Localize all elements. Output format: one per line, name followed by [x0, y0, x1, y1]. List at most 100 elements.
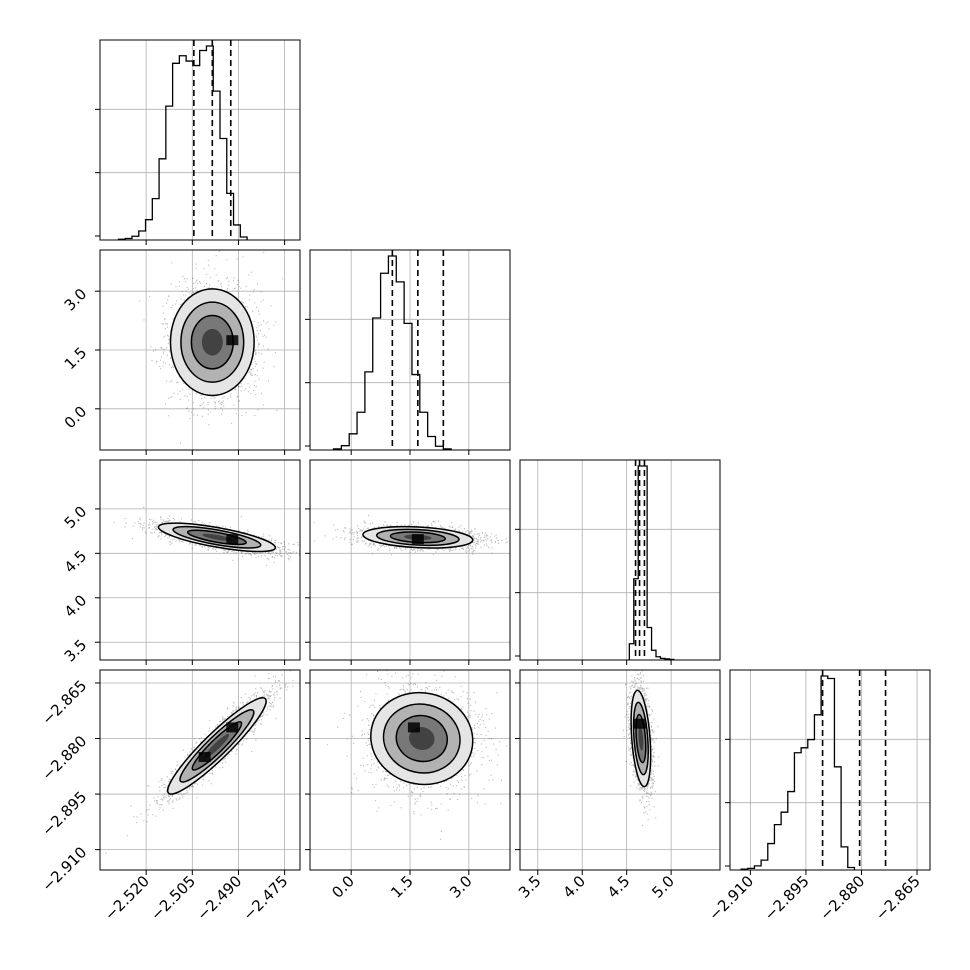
density-p0-p2: [113, 506, 300, 566]
density-level: [409, 727, 435, 750]
histogram-p2: [628, 460, 675, 660]
density-level: [631, 690, 651, 787]
panel-grid-2-1: [310, 460, 510, 660]
panel-frames: [99, 39, 931, 871]
x-tick-label: 4.5: [604, 872, 634, 902]
panel-grid-0-0: [145, 40, 286, 240]
x-tick-label: −2.865: [872, 872, 924, 924]
x-tick-label: −2.475: [239, 872, 291, 924]
density-level: [180, 302, 244, 383]
histogram-bar: [349, 434, 357, 450]
histogram-bar: [794, 753, 801, 870]
density-contour: [157, 522, 277, 553]
y-tick-label: 4.0: [61, 591, 91, 621]
density-fill-bg: [170, 288, 255, 396]
x-tick-label: 3.5: [515, 872, 545, 902]
density-level: [202, 533, 232, 541]
histogram-bar: [200, 51, 207, 240]
density-contour: [370, 691, 474, 786]
density-contour: [389, 531, 447, 544]
y-tick-label: 4.5: [61, 547, 91, 577]
density-level: [170, 288, 255, 396]
density-level: [383, 704, 461, 773]
density-fill-bg: [158, 523, 276, 552]
histogram-bar: [357, 412, 365, 450]
x-tick-label: −2.895: [761, 872, 813, 924]
x-tick-label: −2.520: [101, 872, 153, 924]
density-contour: [395, 714, 449, 763]
histogram-outline: [740, 675, 856, 870]
histogram-bar: [420, 412, 428, 450]
panel-grid-2-0: [100, 460, 300, 660]
histogram-bar: [629, 644, 633, 660]
panel-frame-3-2: [519, 669, 721, 871]
density-level: [191, 315, 234, 369]
density-contour: [186, 529, 247, 546]
density-level: [173, 526, 261, 548]
histogram-bar: [652, 650, 656, 660]
histogram-p3: [740, 670, 887, 870]
grid-layer: [100, 40, 930, 870]
histogram-bar: [808, 740, 815, 870]
y-tick-label: −2.880: [38, 732, 90, 784]
y-tick-label: −2.910: [38, 843, 90, 895]
histogram-bar: [220, 138, 227, 240]
histogram-bar: [768, 844, 775, 870]
histogram-bar: [381, 273, 389, 450]
histogram-bar: [179, 56, 186, 240]
histogram-bar: [801, 748, 808, 870]
density-mode: [226, 335, 239, 346]
density-contour: [190, 314, 234, 370]
y-tick-label: 3.0: [61, 285, 91, 315]
y-tick-label: −2.895: [38, 788, 90, 840]
density-level: [370, 692, 473, 785]
panel-grid-3-3: [749, 670, 918, 870]
density-p1-p2: [313, 515, 508, 556]
x-tick-label: 0.0: [328, 872, 358, 902]
panel-grid-1-1: [350, 250, 470, 450]
histogram-bar: [834, 767, 841, 870]
density-level: [158, 523, 276, 552]
panel-grid-3-0: [100, 670, 300, 870]
x-tick-label: 3.0: [446, 872, 476, 902]
histogram-bar: [788, 792, 795, 870]
histogram-p1: [332, 250, 452, 450]
density-contour: [382, 703, 461, 774]
density-contour: [635, 713, 647, 764]
histogram-bar: [396, 282, 404, 450]
data-layer: [105, 40, 887, 870]
density-mode: [198, 752, 211, 763]
histogram-outline: [628, 465, 675, 660]
histogram-bar: [647, 627, 651, 660]
y-tick-label: −2.865: [38, 677, 90, 729]
density-p0-p1: [139, 250, 284, 444]
density-p0-p3: [105, 670, 295, 854]
histogram-bar: [761, 860, 768, 870]
histogram-bar: [828, 678, 835, 870]
density-mode: [411, 534, 424, 545]
histogram-bar: [139, 231, 146, 240]
density-contour: [191, 721, 243, 771]
density-mode: [226, 534, 239, 545]
histogram-bar: [159, 159, 166, 240]
histogram-bar: [365, 372, 373, 450]
density-mode: [407, 722, 420, 733]
x-tick-label: −2.910: [705, 872, 757, 924]
density-mode: [226, 722, 239, 733]
panel-frame-2-2: [519, 459, 721, 661]
density-contour: [166, 697, 267, 795]
panel-grid-2-2: [537, 460, 672, 660]
panel-frame-2-0: [99, 459, 301, 661]
histogram-bar: [373, 318, 381, 450]
panel-frame-3-0: [99, 669, 301, 871]
x-tick-label: 5.0: [648, 872, 678, 902]
density-contour: [630, 689, 652, 788]
density-contour: [375, 528, 460, 547]
x-tick-label: −2.880: [816, 872, 868, 924]
density-contour: [362, 525, 474, 549]
density-contour: [169, 288, 255, 397]
histogram-bar: [404, 323, 412, 450]
density-contour: [180, 301, 245, 383]
y-tick-label: 3.5: [61, 636, 91, 666]
